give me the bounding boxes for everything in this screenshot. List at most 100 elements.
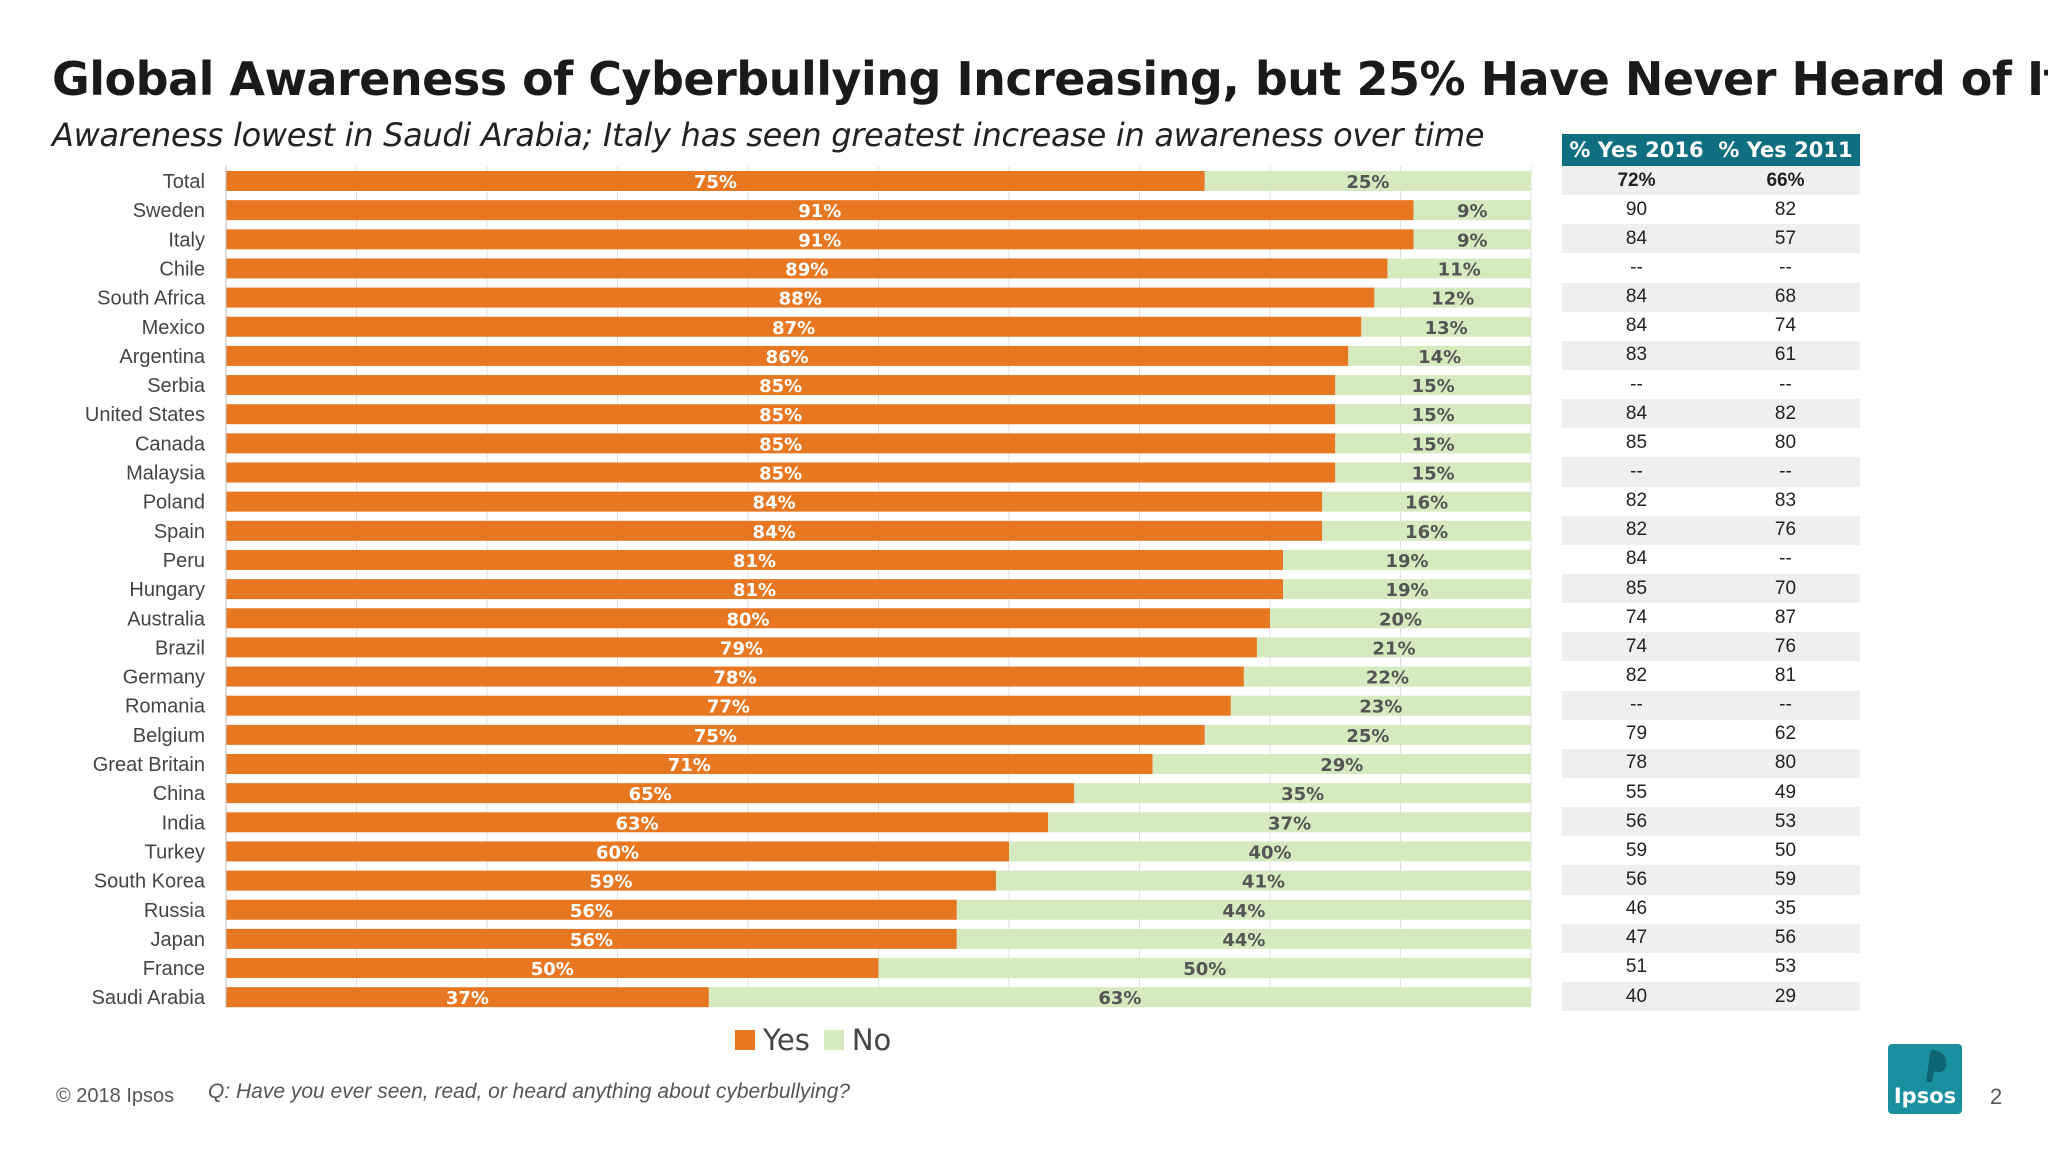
bar-no (1230, 695, 1531, 716)
cell-yes-2011: -- (1779, 548, 1792, 570)
bar-yes (226, 870, 996, 891)
bar-label-yes: 91% (798, 201, 841, 222)
bar-label-yes: 50% (531, 959, 574, 980)
bar-no (1413, 229, 1531, 250)
category-label: Great Britain (93, 754, 205, 776)
table-row: 90 82 (1562, 195, 1860, 224)
bar-no (1335, 375, 1531, 396)
category-label: China (153, 783, 206, 805)
cell-yes-2011: 49 (1774, 781, 1797, 803)
category-label: Mexico (142, 317, 205, 339)
bar-yes (226, 754, 1153, 774)
category-label: Russia (144, 900, 206, 922)
cell-yes-2016: 84 (1625, 548, 1648, 570)
cell-yes-2011: 62 (1774, 723, 1797, 745)
category-label: Argentina (119, 346, 205, 368)
bar-no (1413, 200, 1531, 221)
bar-yes (226, 375, 1336, 396)
cell-yes-2011: 35 (1774, 898, 1797, 920)
bar-label-yes: 60% (596, 842, 639, 863)
cell-yes-2011: -- (1779, 373, 1792, 395)
category-label: Malaysia (126, 463, 206, 485)
table-row: 84 74 (1562, 312, 1860, 341)
table-row: -- -- (1562, 253, 1860, 282)
bar-label-yes: 71% (668, 755, 711, 776)
category-label: Hungary (129, 579, 205, 601)
cell-yes-2011: 53 (1774, 956, 1797, 978)
bar-label-no: 15% (1412, 405, 1455, 426)
bar-yes (226, 345, 1349, 366)
bar-no (1048, 812, 1531, 833)
bar-label-no: 25% (1346, 172, 1389, 193)
survey-question: Q: Have you ever seen, read, or heard an… (208, 1080, 851, 1103)
cell-yes-2016: 82 (1625, 519, 1648, 541)
cell-yes-2011: 53 (1774, 810, 1797, 832)
bar-no (1009, 841, 1531, 862)
bar-no (1283, 549, 1531, 570)
bar-label-no: 37% (1268, 813, 1311, 834)
bar-yes (226, 812, 1049, 833)
bar-no (1387, 258, 1531, 279)
bar-yes (226, 783, 1075, 804)
table-row: 82 81 (1562, 661, 1860, 690)
category-label: Chile (159, 258, 205, 280)
bar-no (995, 870, 1531, 891)
cell-yes-2016: 72% (1617, 169, 1656, 191)
cell-yes-2011: 76 (1774, 635, 1797, 657)
bar-label-yes: 63% (616, 813, 659, 834)
cell-yes-2016: 74 (1625, 635, 1648, 657)
cell-yes-2016: -- (1630, 460, 1643, 482)
bar-no (1152, 754, 1531, 774)
cell-yes-2011: 70 (1774, 577, 1797, 599)
bar-label-yes: 85% (759, 376, 802, 397)
bar-label-no: 50% (1183, 959, 1226, 980)
bar-label-yes: 84% (753, 522, 796, 543)
cell-yes-2016: 40 (1625, 985, 1648, 1007)
table-row: 74 76 (1562, 632, 1860, 662)
bar-label-yes: 81% (733, 580, 776, 601)
yes-history-table: % Yes 2016 % Yes 2011 72% 66% 90 82 84 57 -- --… (1562, 134, 1860, 1012)
bar-yes (226, 608, 1270, 629)
bar-label-yes: 65% (629, 784, 672, 805)
bar-no (878, 958, 1531, 979)
cell-yes-2016: 78 (1625, 752, 1648, 774)
page-number: 2 (1990, 1084, 2003, 1109)
cell-yes-2011: 76 (1774, 519, 1797, 541)
legend-label-yes: Yes (763, 1023, 810, 1057)
bar-no (1204, 724, 1531, 745)
chart-title: Global Awareness of Cyberbullying Increa… (52, 52, 2048, 106)
cell-yes-2016: 56 (1625, 868, 1648, 890)
cell-yes-2011: 80 (1774, 431, 1797, 453)
bar-label-no: 19% (1385, 551, 1428, 572)
cell-yes-2016: 74 (1625, 606, 1648, 628)
chart-subtitle: Awareness lowest in Saudi Arabia; Italy … (52, 116, 1485, 154)
cell-yes-2016: 85 (1625, 577, 1648, 599)
bar-label-no: 44% (1222, 930, 1265, 951)
cell-yes-2016: 84 (1625, 315, 1648, 337)
table-row: 84 -- (1562, 545, 1860, 574)
table-row: -- -- (1562, 690, 1860, 720)
bar-yes (226, 287, 1375, 308)
category-label: Total (163, 171, 205, 193)
cell-yes-2016: 46 (1625, 898, 1648, 920)
category-label: Germany (123, 667, 205, 689)
bar-yes (226, 404, 1336, 425)
cell-yes-2016: 82 (1625, 664, 1648, 686)
category-label: Canada (135, 433, 206, 455)
cell-yes-2011: -- (1779, 256, 1792, 278)
bar-no (1335, 433, 1531, 454)
cell-yes-2016: 84 (1625, 402, 1648, 424)
bar-yes (226, 724, 1205, 745)
category-label: Saudi Arabia (92, 987, 206, 1009)
table-row: 83 61 (1562, 340, 1860, 370)
legend-swatch-no (823, 1030, 844, 1050)
bar-no (1270, 608, 1531, 629)
bar-no (956, 899, 1531, 920)
table-row: 51 53 (1562, 953, 1860, 982)
category-label: South Africa (97, 288, 206, 310)
table-header: % Yes 2016 % Yes 2011 (1562, 134, 1860, 166)
bar-label-no: 23% (1359, 697, 1402, 718)
table-row: 56 53 (1562, 807, 1860, 837)
bar-label-yes: 77% (707, 697, 750, 718)
bar-label-yes: 88% (779, 289, 822, 310)
